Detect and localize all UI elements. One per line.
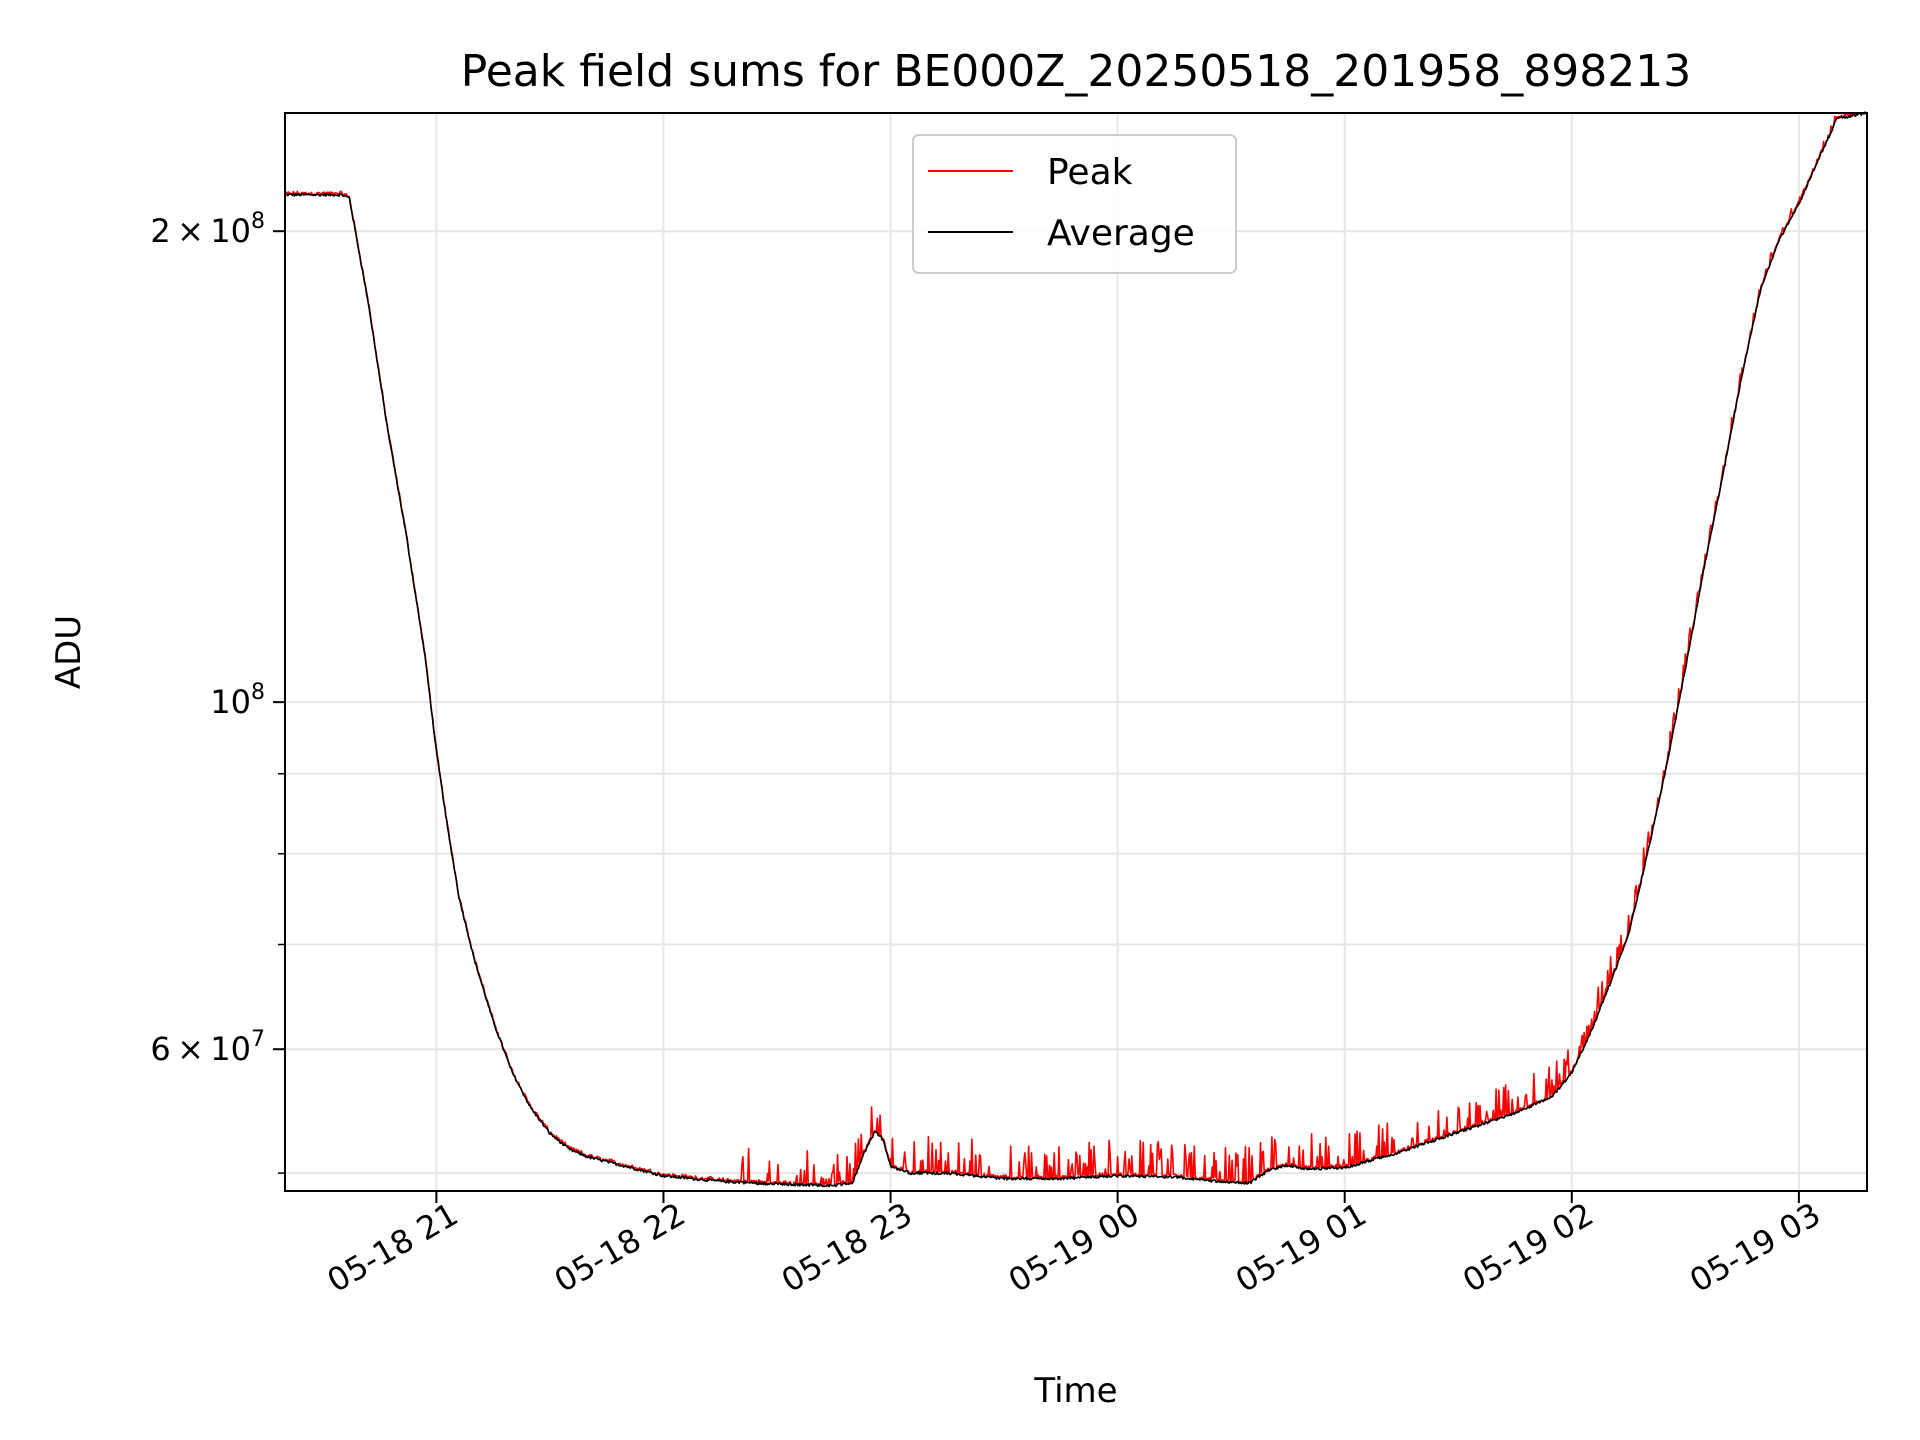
chart-title: Peak field sums for BE000Z_20250518_2019… <box>461 46 1691 97</box>
legend-box <box>912 134 1237 274</box>
series-line-average <box>284 111 1868 1188</box>
y-tick-label: 6 × 107 <box>150 1027 265 1068</box>
series-lines <box>284 111 1868 1188</box>
y-axis-label: ADU <box>49 615 89 689</box>
legend: Peak Average <box>912 134 1237 274</box>
legend-label-average: Average <box>1047 213 1195 254</box>
plot-frame <box>284 112 1868 1192</box>
y-tick-label: 2 × 108 <box>150 209 265 250</box>
y-tick-label: 108 <box>210 680 265 721</box>
y-axis-ticks: 6 × 107 108 2 × 108 <box>150 209 285 1174</box>
x-axis-label: Time <box>1033 1371 1117 1411</box>
legend-label-peak: Peak <box>1047 152 1133 193</box>
